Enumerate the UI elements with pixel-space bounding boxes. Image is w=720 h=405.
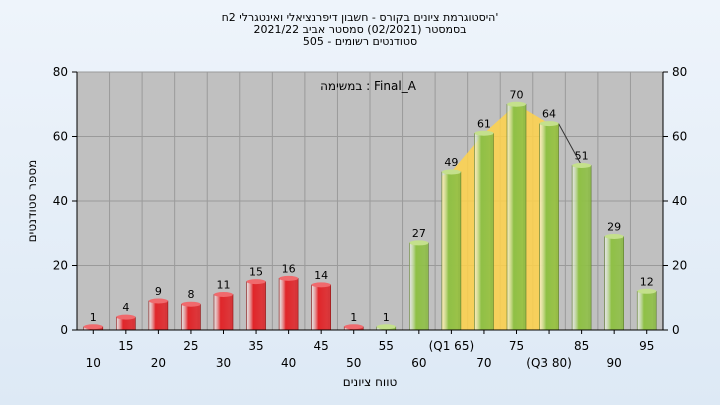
bar-30 [213,294,234,331]
legend-label: במשימה : Final_A [320,79,417,93]
x-tick-label: 75 [509,339,524,353]
data-label: 70 [510,88,524,101]
axes: 0 0 20 20 40 40 60 60 80 80 10 15 20 25 30 35 40 45 50 55 60… [53,65,688,370]
bar-35 [246,281,266,331]
bar-top [214,292,233,298]
y-tick-label-right: 40 [672,194,687,208]
y-tick-label-left: 0 [60,323,68,337]
x-tick-label: 55 [379,339,394,353]
x-tick-label: 50 [346,356,361,370]
bar-top [474,130,494,136]
bar-top [376,324,396,330]
bar-top [246,279,266,285]
data-label: 61 [477,117,491,130]
y-tick-label-right: 80 [672,65,687,79]
data-label: 12 [640,275,654,288]
y-tick-label-right: 20 [672,259,687,273]
x-tick-label: 30 [216,356,231,370]
bar-top [116,314,136,320]
data-label: 14 [314,269,328,282]
bar-90 [604,236,624,331]
x-tick-label: 85 [574,339,589,353]
bar-60 [409,242,429,331]
data-label: 16 [282,262,296,275]
bar-20 [148,300,169,331]
x-tick-label: 60 [411,356,426,370]
bar-top [572,163,592,169]
bar-top [604,233,624,239]
chart-title-line-3: סטודנטים רשומים - 505 [302,35,418,48]
bar-top [181,301,201,307]
x-tick-label: 90 [607,356,622,370]
x-tick-label: 40 [281,356,296,370]
bar-top [148,298,168,304]
bar-70 [474,132,494,331]
y-tick-label-left: 60 [53,130,68,144]
x-tick-label: 70 [476,356,491,370]
bar-top [344,324,364,330]
data-label: 27 [412,227,426,240]
data-label: 1 [383,311,390,324]
bar-75 [506,103,527,331]
bar-top [311,282,331,288]
bar-85 [571,165,592,331]
bar-95 [636,290,657,331]
iqr-area [441,104,559,330]
x-tick-label: 25 [183,339,198,353]
data-label: 64 [542,108,556,121]
x-tick-label: 20 [151,356,166,370]
data-label: 9 [155,285,162,298]
bar-40 [278,278,299,331]
x-axis-label: טווח ציונים [343,375,398,389]
bar-(Q1 65) [441,171,462,331]
x-tick-label: 45 [314,339,329,353]
q3-connector-line [558,123,583,166]
iqr-band [441,104,583,330]
x-tick-label: (Q3 80) [526,356,572,370]
bar-top [409,240,429,246]
chart-title-line-2: בסמסטר (02/2021) סמסטר אביב 2021/22 [253,23,467,36]
data-label: 11 [217,279,231,292]
bar-top [83,324,103,330]
data-label: 1 [350,311,357,324]
bar-top [637,288,657,294]
data-label: 51 [575,150,589,163]
y-tick-label-right: 60 [672,130,687,144]
data-label: 49 [444,156,458,169]
bar-top [441,169,461,175]
y-tick-label-left: 20 [53,259,68,273]
data-label: 15 [249,266,263,279]
y-axis-label: מספר סטודנטים [25,160,39,243]
data-label: 4 [122,301,129,314]
x-tick-label: 10 [86,356,101,370]
bar-top [539,121,559,127]
y-tick-label-left: 40 [53,194,68,208]
y-tick-label-right: 0 [672,323,680,337]
bar-top [279,275,299,281]
x-tick-label: 95 [639,339,654,353]
bar-top [507,101,526,107]
data-label: 8 [187,288,194,301]
chart-title-line-1: היסטוגרמת ציונים בקורס - חשבון דיפרנציאל… [221,11,499,24]
data-label: 29 [607,220,621,233]
bar-(Q3 80) [539,123,559,331]
bar-45 [311,284,331,331]
x-tick-label: 15 [118,339,133,353]
y-tick-label-left: 80 [53,65,68,79]
x-tick-label: (Q1 65) [429,339,475,353]
bar-25 [181,303,201,331]
data-label: 1 [90,311,97,324]
x-tick-label: 35 [248,339,263,353]
